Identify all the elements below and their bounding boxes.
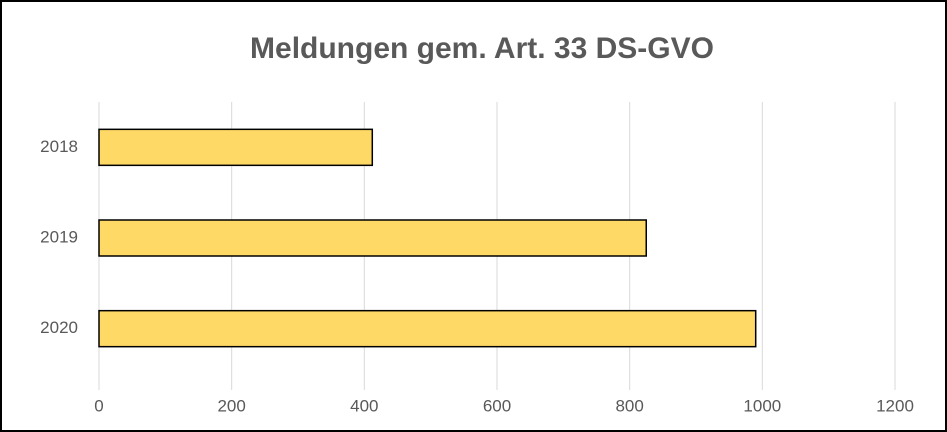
- x-tick-label: 800: [615, 396, 643, 415]
- bar: [98, 128, 374, 167]
- bar: [98, 309, 757, 348]
- x-tick-label: 1200: [876, 396, 914, 415]
- x-tick-label: 0: [94, 396, 103, 415]
- y-tick-label: 2018: [40, 137, 78, 156]
- x-tick-label: 1000: [743, 396, 781, 415]
- bar: [98, 219, 647, 257]
- x-tick-label: 400: [350, 396, 378, 415]
- x-tick-label: 600: [483, 396, 511, 415]
- y-tick-label: 2019: [40, 227, 78, 246]
- chart-title: Meldungen gem. Art. 33 DS-GVO: [250, 32, 714, 65]
- y-tick-label: 2020: [40, 318, 78, 337]
- x-tick-label: 200: [217, 396, 245, 415]
